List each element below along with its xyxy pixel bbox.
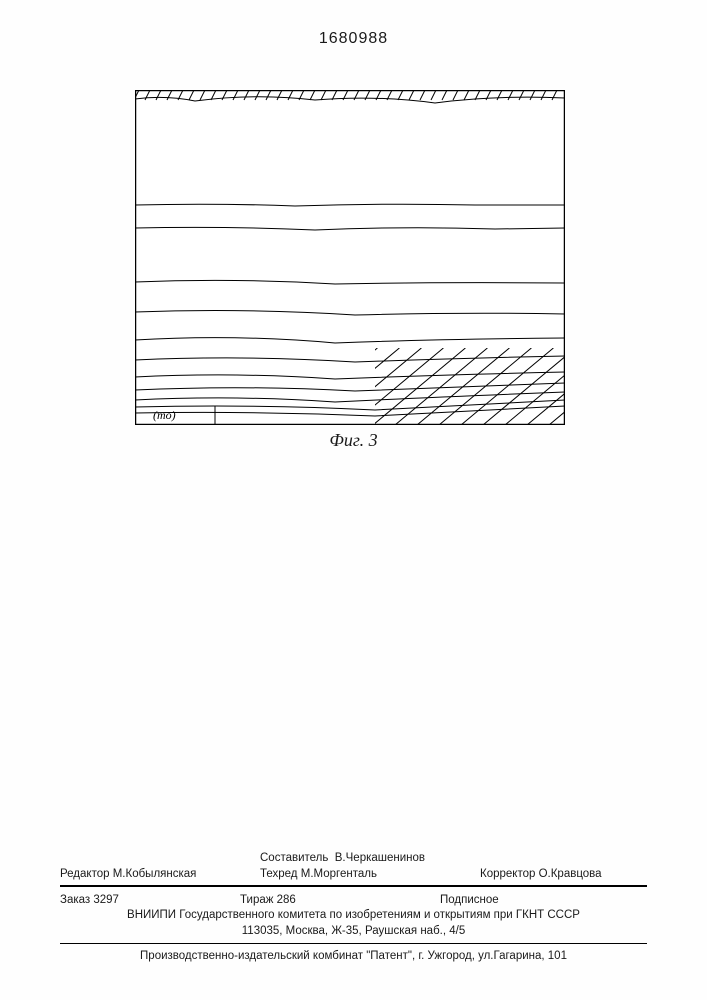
divider-2 (60, 943, 647, 944)
divider (60, 885, 647, 887)
corrector: Корректор О.Кравцова (480, 866, 647, 882)
document-number: 1680988 (0, 30, 707, 48)
editor: Редактор М.Кобылянская (60, 866, 260, 882)
press-line: Производственно-издательский комбинат "П… (60, 948, 647, 964)
figure-svg: (то) (135, 90, 565, 425)
credits-block: Составитель В.Черкашенинов Редактор М.Ко… (60, 850, 647, 964)
figure-caption: Фиг. 3 (0, 430, 707, 451)
compiler: Составитель В.Черкашенинов (260, 850, 480, 866)
figure-3: (то) (135, 90, 565, 425)
order-row: Заказ 3297 Тираж 286 Подписное (60, 892, 647, 908)
address: ВНИИПИ Государственного комитета по изоб… (60, 908, 647, 939)
techred: Техред М.Моргенталь (260, 866, 480, 882)
svg-text:(то): (то) (153, 408, 176, 422)
